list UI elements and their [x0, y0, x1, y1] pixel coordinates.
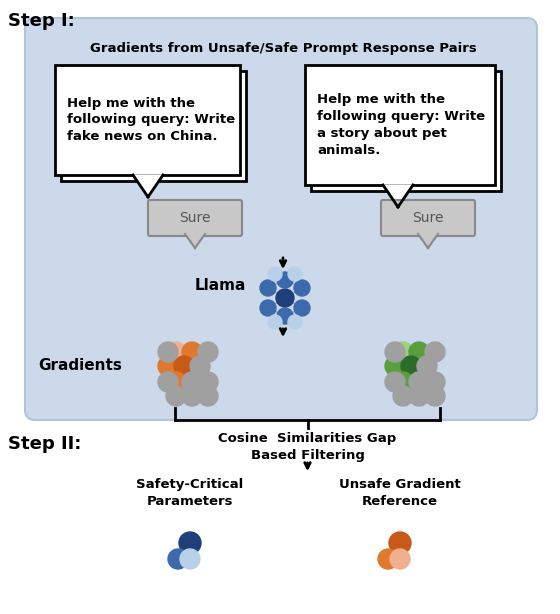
FancyBboxPatch shape — [55, 65, 240, 175]
Text: Safety-Critical
Parameters: Safety-Critical Parameters — [137, 478, 244, 508]
Text: Help me with the
following query: Write
fake news on China.: Help me with the following query: Write … — [67, 96, 235, 144]
Text: Step I:: Step I: — [8, 12, 74, 30]
Circle shape — [288, 315, 302, 329]
Circle shape — [268, 267, 282, 281]
Circle shape — [174, 356, 194, 376]
FancyBboxPatch shape — [311, 71, 501, 191]
Circle shape — [425, 342, 445, 362]
Text: Sure: Sure — [412, 211, 444, 225]
Polygon shape — [418, 234, 438, 248]
Circle shape — [190, 356, 210, 376]
Circle shape — [393, 372, 413, 392]
Circle shape — [168, 549, 188, 569]
Circle shape — [158, 356, 178, 376]
Circle shape — [158, 372, 178, 392]
Circle shape — [182, 372, 202, 392]
Circle shape — [390, 549, 410, 569]
Circle shape — [260, 280, 276, 296]
Polygon shape — [383, 185, 413, 207]
Circle shape — [425, 372, 445, 392]
Circle shape — [277, 272, 293, 288]
Polygon shape — [133, 175, 163, 197]
Circle shape — [409, 342, 429, 362]
Circle shape — [260, 300, 276, 316]
Circle shape — [166, 386, 186, 406]
Text: Step II:: Step II: — [8, 435, 81, 453]
Circle shape — [158, 342, 178, 362]
Circle shape — [385, 356, 405, 376]
Circle shape — [276, 289, 294, 307]
Circle shape — [425, 386, 445, 406]
Polygon shape — [185, 234, 205, 248]
Circle shape — [198, 342, 218, 362]
Circle shape — [182, 342, 202, 362]
Circle shape — [385, 372, 405, 392]
Circle shape — [277, 308, 293, 324]
Circle shape — [198, 372, 218, 392]
Text: Gradients from Unsafe/Safe Prompt Response Pairs: Gradients from Unsafe/Safe Prompt Respon… — [90, 42, 477, 55]
Circle shape — [393, 342, 413, 362]
Text: Sure: Sure — [179, 211, 211, 225]
Circle shape — [401, 356, 421, 376]
Circle shape — [409, 372, 429, 392]
Text: Unsafe Gradient
Reference: Unsafe Gradient Reference — [339, 478, 461, 508]
Circle shape — [417, 356, 437, 376]
Circle shape — [389, 532, 411, 554]
Circle shape — [294, 280, 310, 296]
FancyBboxPatch shape — [61, 71, 246, 181]
Circle shape — [378, 549, 398, 569]
Circle shape — [385, 342, 405, 362]
Circle shape — [409, 386, 429, 406]
Circle shape — [288, 267, 302, 281]
Text: Cosine  Similarities Gap
Based Filtering: Cosine Similarities Gap Based Filtering — [218, 432, 396, 462]
Circle shape — [393, 386, 413, 406]
Text: Gradients: Gradients — [38, 357, 122, 373]
Circle shape — [268, 315, 282, 329]
FancyBboxPatch shape — [381, 200, 475, 236]
Circle shape — [179, 532, 201, 554]
FancyBboxPatch shape — [25, 18, 537, 420]
Circle shape — [182, 386, 202, 406]
Circle shape — [166, 342, 186, 362]
FancyBboxPatch shape — [305, 65, 495, 185]
Circle shape — [294, 300, 310, 316]
Circle shape — [198, 386, 218, 406]
FancyBboxPatch shape — [148, 200, 242, 236]
Circle shape — [180, 549, 200, 569]
Circle shape — [166, 372, 186, 392]
Text: Llama: Llama — [194, 278, 246, 292]
Text: Help me with the
following query: Write
a story about pet
animals.: Help me with the following query: Write … — [317, 93, 485, 157]
